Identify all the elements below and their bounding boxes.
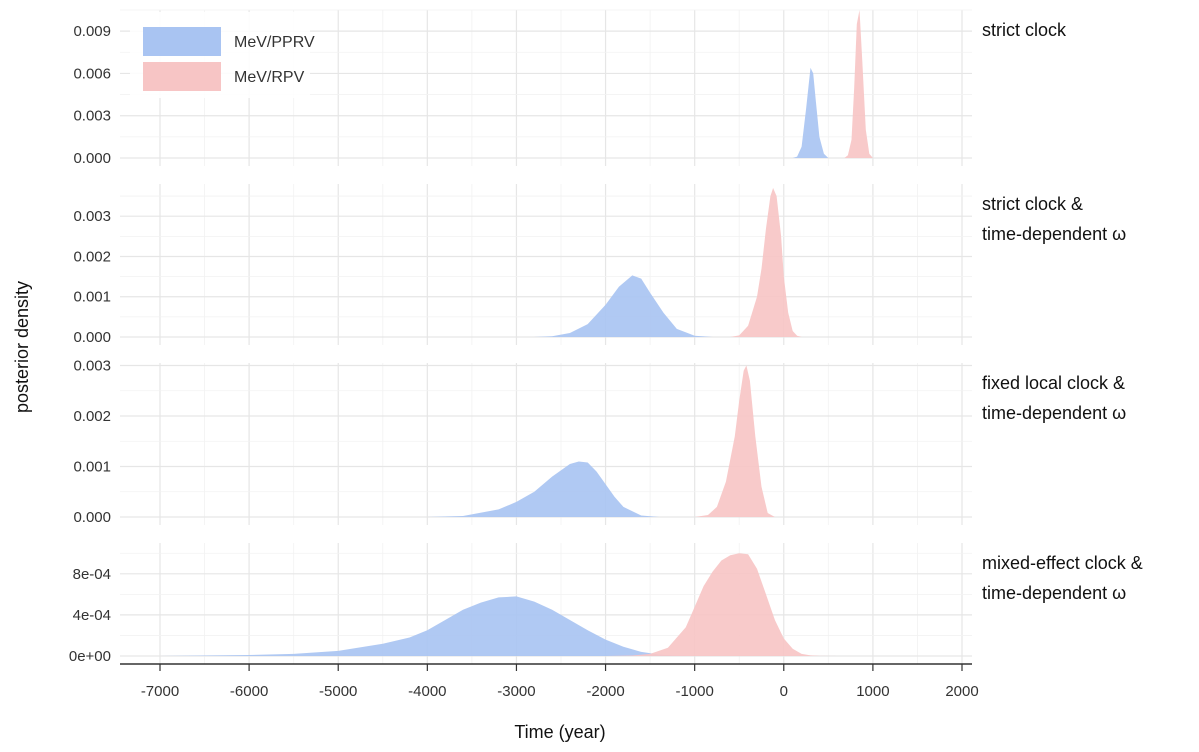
facet-label: fixed local clock & — [982, 373, 1125, 393]
y-tick-label: 0.009 — [73, 23, 111, 40]
density-area-rpv — [730, 188, 802, 337]
y-tick-label: 0.003 — [73, 358, 111, 375]
legend-label-pprv: MeV/PPRV — [234, 34, 315, 51]
facet-label: strict clock — [982, 20, 1067, 40]
x-tick-label: -6000 — [230, 683, 268, 700]
facet-label: time-dependent ω — [982, 403, 1126, 423]
density-area-pprv — [160, 596, 695, 656]
y-tick-label: 0.001 — [73, 289, 111, 306]
y-tick-label: 8e-04 — [73, 566, 111, 583]
y-tick-label: 0.003 — [73, 108, 111, 125]
y-tick-label: 4e-04 — [73, 607, 111, 624]
density-area-pprv — [534, 275, 713, 337]
legend-label-rpv: MeV/RPV — [234, 69, 305, 86]
x-tick-label: 0 — [780, 683, 788, 700]
x-tick-label: -4000 — [408, 683, 446, 700]
y-tick-label: 0.006 — [73, 65, 111, 82]
x-tick-label: -3000 — [497, 683, 535, 700]
y-tick-label: 0.002 — [73, 408, 111, 425]
x-tick-label: -7000 — [141, 683, 179, 700]
y-tick-label: 0.000 — [73, 509, 111, 526]
area-layer — [160, 10, 873, 656]
y-tick-label: 0.000 — [73, 150, 111, 167]
y-tick-labels: 0.000 0.003 0.006 0.009 0.000 0.001 0.002 0.003… — [69, 23, 111, 665]
y-tick-label: 0.003 — [73, 208, 111, 225]
legend: MeV/PPRV MeV/RPV — [130, 12, 315, 98]
density-area-rpv — [694, 365, 775, 517]
y-axis-title: posterior density — [12, 281, 32, 413]
x-tick-label: 2000 — [945, 683, 978, 700]
y-tick-label: 0.000 — [73, 329, 111, 346]
legend-swatch-pprv — [143, 27, 221, 56]
x-tick-label: -5000 — [319, 683, 357, 700]
y-tick-label: 0.001 — [73, 459, 111, 476]
x-tick-label: 1000 — [856, 683, 889, 700]
x-axis: -7000 -6000 -5000 -4000 -3000 -2000 -1000 0 1000… — [120, 663, 979, 700]
density-area-pprv — [792, 67, 829, 158]
x-axis-title: Time (year) — [514, 722, 605, 742]
density-area-pprv — [427, 461, 659, 517]
facet-label: time-dependent ω — [982, 583, 1126, 603]
facet-label: time-dependent ω — [982, 224, 1126, 244]
facet-labels: strict clock strict clock & time-dependent… — [982, 20, 1143, 603]
density-area-rpv — [605, 553, 838, 656]
y-tick-label: 0e+00 — [69, 648, 111, 665]
density-area-rpv — [844, 10, 873, 158]
facet-label: strict clock & — [982, 194, 1083, 214]
facet-label: mixed-effect clock & — [982, 553, 1143, 573]
legend-swatch-rpv — [143, 62, 221, 91]
x-tick-label: -1000 — [675, 683, 713, 700]
x-tick-label: -2000 — [586, 683, 624, 700]
y-tick-label: 0.002 — [73, 248, 111, 265]
